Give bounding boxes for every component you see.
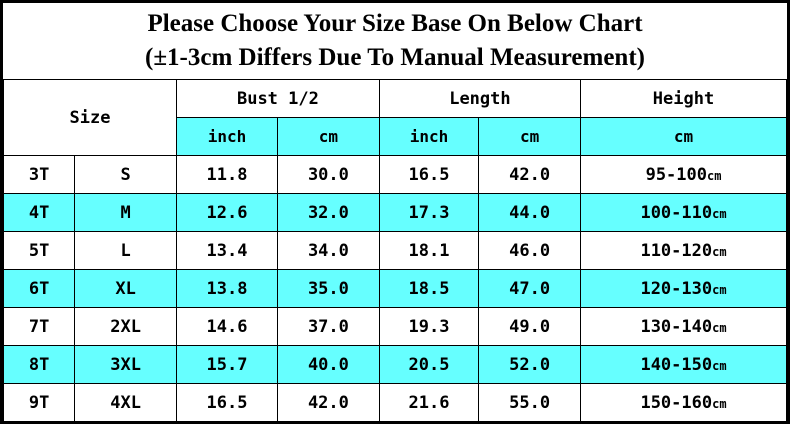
height-range: 120-130 — [640, 278, 713, 299]
height-unit: cm — [712, 320, 727, 335]
cell-length-cm: 42.0 — [478, 155, 582, 194]
chart-title: Please Choose Your Size Base On Below Ch… — [3, 3, 787, 79]
height-unit: cm — [712, 282, 727, 297]
height-range: 95-100 — [645, 164, 707, 185]
header-bust-inch: inch — [176, 117, 279, 156]
cell-bust-inch: 15.7 — [176, 345, 279, 384]
cell-bust-cm: 35.0 — [277, 269, 380, 308]
cell-bust-inch: 13.4 — [176, 231, 279, 270]
cell-length-cm: 44.0 — [478, 193, 582, 232]
cell-length-inch: 17.3 — [378, 193, 480, 232]
height-range: 110-120 — [640, 240, 713, 261]
cell-height: 140-150cm — [580, 345, 787, 384]
height-unit: cm — [707, 168, 722, 183]
cell-bust-inch: 13.8 — [176, 269, 279, 308]
header-length-cm: cm — [478, 117, 582, 156]
cell-bust-inch: 16.5 — [176, 383, 279, 422]
cell-length-inch: 20.5 — [378, 345, 480, 384]
table-row-6t: 6T XL 13.8 35.0 18.5 47.0 120-130cm — [2, 269, 787, 308]
cell-size-t: 3T — [2, 155, 76, 194]
cell-size-t: 9T — [2, 383, 76, 422]
cell-size-t: 7T — [2, 307, 76, 346]
header-units-row: inch cm inch cm cm — [4, 117, 787, 156]
cell-size-t: 4T — [2, 193, 76, 232]
cell-bust-cm: 40.0 — [277, 345, 380, 384]
cell-length-inch: 18.5 — [378, 269, 480, 308]
cell-height: 110-120cm — [580, 231, 787, 270]
header-height-cm: cm — [580, 117, 787, 156]
height-unit: cm — [712, 396, 727, 411]
table-row-4t: 4T M 12.6 32.0 17.3 44.0 100-110cm — [2, 193, 787, 232]
cell-size-letter: 2XL — [74, 307, 178, 346]
table-row-3t: 3T S 11.8 30.0 16.5 42.0 95-100cm — [2, 155, 787, 194]
cell-size-t: 6T — [2, 269, 76, 308]
cell-size-letter: 4XL — [74, 383, 178, 422]
height-unit: cm — [712, 244, 727, 259]
height-range: 130-140 — [640, 316, 713, 337]
cell-bust-inch: 14.6 — [176, 307, 279, 346]
cell-height: 100-110cm — [580, 193, 787, 232]
cell-length-cm: 49.0 — [478, 307, 582, 346]
cell-length-cm: 55.0 — [478, 383, 582, 422]
cell-bust-cm: 37.0 — [277, 307, 380, 346]
cell-size-letter: S — [74, 155, 178, 194]
cell-bust-inch: 11.8 — [176, 155, 279, 194]
cell-bust-cm: 30.0 — [277, 155, 380, 194]
cell-height: 95-100cm — [580, 155, 787, 194]
cell-length-cm: 47.0 — [478, 269, 582, 308]
header-bust: Bust 1/2 — [176, 79, 380, 118]
cell-length-cm: 52.0 — [478, 345, 582, 384]
header-length-inch: inch — [378, 117, 480, 156]
height-unit: cm — [712, 206, 727, 221]
cell-size-t: 8T — [2, 345, 76, 384]
cell-size-letter: L — [74, 231, 178, 270]
header-size: Size — [2, 79, 178, 156]
chart-title-line-1: Please Choose Your Size Base On Below Ch… — [147, 10, 643, 38]
cell-height: 150-160cm — [580, 383, 787, 422]
cell-length-inch: 19.3 — [378, 307, 480, 346]
size-chart-table: Size Bust 1/2 Length Height inch cm inch… — [2, 79, 787, 422]
cell-size-letter: M — [74, 193, 178, 232]
table-row-5t: 5T L 13.4 34.0 18.1 46.0 110-120cm — [2, 231, 787, 270]
cell-bust-cm: 32.0 — [277, 193, 380, 232]
chart-title-line-2: (±1-3cm Differs Due To Manual Measuremen… — [145, 44, 645, 71]
height-unit: cm — [712, 358, 727, 373]
cell-size-letter: 3XL — [74, 345, 178, 384]
table-row-9t: 9T 4XL 16.5 42.0 21.6 55.0 150-160cm — [2, 383, 787, 422]
cell-length-inch: 18.1 — [378, 231, 480, 270]
cell-length-inch: 16.5 — [378, 155, 480, 194]
cell-bust-inch: 12.6 — [176, 193, 279, 232]
cell-length-cm: 46.0 — [478, 231, 582, 270]
table-row-8t: 8T 3XL 15.7 40.0 20.5 52.0 140-150cm — [2, 345, 787, 384]
header-bust-cm: cm — [277, 117, 380, 156]
height-range: 100-110 — [640, 202, 713, 223]
header-group-row: Size Bust 1/2 Length Height — [2, 79, 787, 156]
table-row-7t: 7T 2XL 14.6 37.0 19.3 49.0 130-140cm — [2, 307, 787, 346]
cell-bust-cm: 34.0 — [277, 231, 380, 270]
cell-bust-cm: 42.0 — [277, 383, 380, 422]
height-range: 140-150 — [640, 354, 713, 375]
header-height: Height — [580, 79, 787, 118]
header-length: Length — [378, 79, 582, 118]
cell-size-t: 5T — [2, 231, 76, 270]
cell-size-letter: XL — [74, 269, 178, 308]
cell-height: 120-130cm — [580, 269, 787, 308]
cell-height: 130-140cm — [580, 307, 787, 346]
cell-length-inch: 21.6 — [378, 383, 480, 422]
height-range: 150-160 — [640, 392, 713, 413]
